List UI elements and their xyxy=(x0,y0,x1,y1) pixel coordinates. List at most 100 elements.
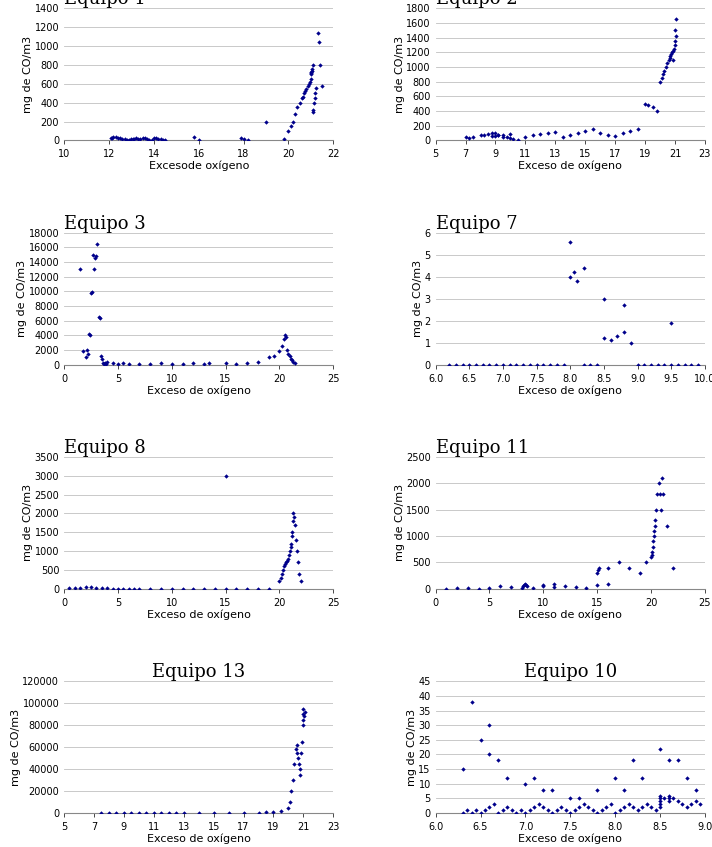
Point xyxy=(457,806,468,820)
Point xyxy=(574,800,585,814)
Point xyxy=(220,469,231,483)
Point xyxy=(585,357,596,371)
Point xyxy=(311,80,323,94)
Point xyxy=(286,352,297,366)
Point xyxy=(483,718,495,732)
Point xyxy=(231,582,242,595)
Point xyxy=(290,108,301,121)
Point xyxy=(555,800,567,814)
Point xyxy=(511,357,522,371)
Point xyxy=(283,347,294,361)
Point xyxy=(667,561,679,574)
Point xyxy=(475,806,486,820)
Point xyxy=(655,503,666,517)
Point xyxy=(527,582,538,595)
Text: Equipo 1: Equipo 1 xyxy=(64,0,146,8)
Text: Equipo 2: Equipo 2 xyxy=(436,0,517,8)
Point xyxy=(293,751,304,765)
Point xyxy=(538,357,549,371)
Point xyxy=(252,356,263,369)
Point xyxy=(123,582,135,595)
Point xyxy=(578,261,590,274)
Point xyxy=(649,524,660,538)
Point xyxy=(85,580,97,594)
Point xyxy=(641,798,652,811)
Point xyxy=(515,804,527,817)
Point xyxy=(648,529,659,543)
Point xyxy=(238,133,249,147)
Point xyxy=(281,554,293,567)
Point xyxy=(275,571,286,584)
Point xyxy=(466,806,477,820)
Point xyxy=(99,357,110,370)
Point xyxy=(483,582,495,595)
Point xyxy=(90,252,101,265)
Point xyxy=(90,249,102,263)
Point xyxy=(651,487,663,501)
Point xyxy=(283,552,294,566)
Point xyxy=(640,556,651,569)
Point xyxy=(134,582,145,595)
Point xyxy=(547,783,558,796)
Point xyxy=(103,806,115,820)
Point xyxy=(572,126,583,140)
Point xyxy=(308,103,319,117)
Point xyxy=(598,331,609,345)
Point xyxy=(83,327,95,340)
Point xyxy=(145,582,156,595)
Point xyxy=(651,104,663,118)
Point xyxy=(467,130,478,143)
Point xyxy=(487,130,498,143)
Text: Equipo 8: Equipo 8 xyxy=(64,439,146,457)
Point xyxy=(619,783,630,796)
Point xyxy=(560,804,572,817)
Point xyxy=(595,126,606,140)
X-axis label: Exceso de oxígeno: Exceso de oxígeno xyxy=(518,609,622,620)
Point xyxy=(112,131,124,145)
Y-axis label: mg de CO/m3: mg de CO/m3 xyxy=(394,484,404,562)
Point xyxy=(578,357,590,371)
Point xyxy=(268,805,279,819)
Point xyxy=(155,582,167,595)
Point xyxy=(506,580,517,594)
Text: Equipo 7: Equipo 7 xyxy=(436,214,517,233)
Y-axis label: mg de CO/m3: mg de CO/m3 xyxy=(11,709,21,786)
Point xyxy=(645,551,656,564)
Point xyxy=(650,804,661,817)
Point xyxy=(81,343,93,357)
Point xyxy=(123,357,135,370)
Point xyxy=(90,581,102,595)
Point xyxy=(478,129,489,142)
Point xyxy=(654,789,666,802)
Point xyxy=(86,285,98,299)
Point xyxy=(287,773,298,787)
Point xyxy=(128,132,140,146)
Point xyxy=(146,133,157,147)
Point xyxy=(538,783,549,796)
Point xyxy=(286,784,297,798)
Point xyxy=(308,96,320,109)
Point xyxy=(659,792,670,805)
Point xyxy=(75,263,86,276)
Point xyxy=(493,806,504,820)
Point xyxy=(141,806,152,820)
Point xyxy=(188,357,199,370)
Point xyxy=(148,806,159,820)
Point xyxy=(242,133,253,147)
Point xyxy=(664,789,675,802)
Y-axis label: mg de CO/m3: mg de CO/m3 xyxy=(394,36,404,113)
Point xyxy=(300,85,311,98)
Text: Equipo 11: Equipo 11 xyxy=(436,439,529,457)
Y-axis label: mg de CO/m3: mg de CO/m3 xyxy=(23,484,33,562)
Point xyxy=(279,329,290,342)
Point xyxy=(521,579,533,593)
Point xyxy=(538,578,549,591)
Point xyxy=(93,310,104,324)
Point xyxy=(646,101,658,114)
Point xyxy=(155,357,167,370)
Y-axis label: mg de CO/m3: mg de CO/m3 xyxy=(407,709,417,786)
Point xyxy=(80,580,91,594)
Point xyxy=(646,545,658,559)
Point xyxy=(299,706,310,719)
Point xyxy=(649,518,661,532)
